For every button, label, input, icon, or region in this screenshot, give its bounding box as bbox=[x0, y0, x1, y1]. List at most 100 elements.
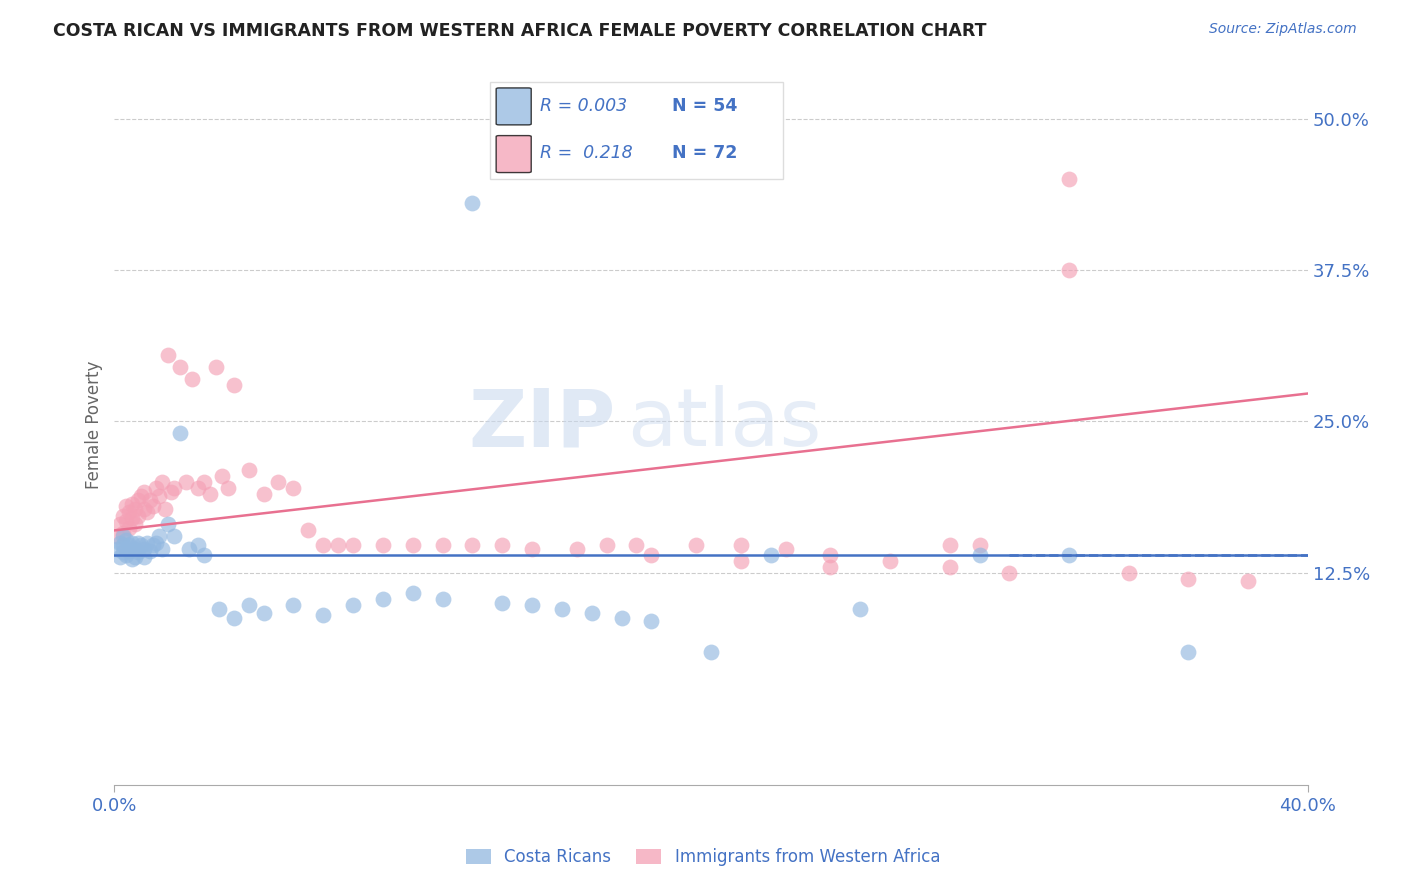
Point bbox=[187, 538, 209, 552]
Point bbox=[193, 475, 215, 489]
Point bbox=[118, 538, 141, 552]
Point bbox=[283, 481, 305, 495]
Point bbox=[115, 514, 138, 528]
Point bbox=[879, 554, 901, 568]
Point bbox=[938, 538, 960, 552]
Point bbox=[124, 517, 146, 532]
Point bbox=[157, 348, 180, 362]
Point bbox=[297, 524, 319, 538]
Point bbox=[127, 545, 149, 559]
Point bbox=[252, 606, 274, 620]
Point bbox=[112, 525, 135, 540]
Legend: Costa Ricans, Immigrants from Western Africa: Costa Ricans, Immigrants from Western Af… bbox=[460, 842, 946, 873]
Point bbox=[115, 499, 138, 513]
Point bbox=[402, 586, 425, 600]
Point bbox=[1118, 566, 1140, 580]
Point bbox=[115, 533, 138, 547]
Point bbox=[371, 592, 394, 607]
Point bbox=[238, 463, 260, 477]
Point bbox=[730, 538, 752, 552]
Point bbox=[1057, 263, 1080, 277]
Point bbox=[129, 538, 152, 552]
Point bbox=[121, 552, 143, 566]
Point bbox=[110, 549, 132, 564]
Point bbox=[129, 490, 152, 504]
Point bbox=[127, 535, 149, 549]
Point bbox=[127, 493, 149, 508]
Y-axis label: Female Poverty: Female Poverty bbox=[86, 360, 103, 489]
Point bbox=[998, 566, 1021, 580]
Point bbox=[105, 541, 128, 556]
Point bbox=[142, 538, 165, 552]
Point bbox=[820, 548, 842, 562]
Point bbox=[115, 548, 138, 562]
Point bbox=[112, 538, 135, 552]
Point bbox=[148, 490, 170, 504]
Point bbox=[520, 541, 543, 556]
Point bbox=[759, 548, 782, 562]
Text: ZIP: ZIP bbox=[468, 385, 616, 464]
Point bbox=[432, 592, 454, 607]
Point bbox=[1057, 172, 1080, 186]
Point bbox=[134, 501, 156, 516]
Point bbox=[595, 538, 617, 552]
Point bbox=[112, 508, 135, 523]
Point bbox=[969, 548, 991, 562]
Point bbox=[222, 610, 245, 624]
Point bbox=[110, 517, 132, 532]
Point bbox=[205, 359, 228, 374]
Point bbox=[150, 475, 173, 489]
Point bbox=[150, 541, 173, 556]
Point bbox=[124, 501, 146, 516]
Point bbox=[1177, 572, 1199, 586]
Point bbox=[163, 529, 186, 543]
Point bbox=[121, 511, 143, 525]
Point bbox=[124, 549, 146, 564]
Point bbox=[312, 538, 335, 552]
Point bbox=[700, 644, 723, 658]
Point bbox=[121, 497, 143, 511]
Point bbox=[118, 544, 141, 558]
Point bbox=[118, 505, 141, 519]
Point bbox=[110, 535, 132, 549]
Point bbox=[402, 538, 425, 552]
Text: COSTA RICAN VS IMMIGRANTS FROM WESTERN AFRICA FEMALE POVERTY CORRELATION CHART: COSTA RICAN VS IMMIGRANTS FROM WESTERN A… bbox=[53, 22, 987, 40]
Point bbox=[491, 596, 513, 610]
Point bbox=[145, 481, 167, 495]
Point bbox=[217, 481, 239, 495]
Point bbox=[148, 529, 170, 543]
Point bbox=[491, 538, 513, 552]
Point bbox=[139, 493, 162, 508]
Point bbox=[222, 378, 245, 392]
Point bbox=[174, 475, 197, 489]
Point bbox=[134, 541, 156, 556]
Point bbox=[136, 505, 159, 519]
Point bbox=[267, 475, 290, 489]
Point bbox=[136, 535, 159, 549]
Point bbox=[1357, 548, 1379, 562]
Point bbox=[610, 610, 633, 624]
Text: Source: ZipAtlas.com: Source: ZipAtlas.com bbox=[1209, 22, 1357, 37]
Point bbox=[730, 554, 752, 568]
Point bbox=[820, 559, 842, 574]
Point bbox=[160, 484, 183, 499]
Point bbox=[775, 541, 797, 556]
Point bbox=[312, 608, 335, 623]
Point bbox=[461, 196, 484, 211]
Point bbox=[328, 538, 350, 552]
Point bbox=[342, 599, 364, 613]
Point bbox=[112, 529, 135, 543]
Point bbox=[177, 541, 200, 556]
Point bbox=[238, 599, 260, 613]
Point bbox=[112, 545, 135, 559]
Text: atlas: atlas bbox=[627, 385, 823, 464]
Point bbox=[134, 549, 156, 564]
Point bbox=[142, 499, 165, 513]
Point bbox=[105, 529, 128, 543]
Point bbox=[121, 535, 143, 549]
Point bbox=[208, 602, 231, 616]
Point bbox=[134, 484, 156, 499]
Point bbox=[938, 559, 960, 574]
Point bbox=[551, 602, 574, 616]
Point bbox=[849, 602, 872, 616]
